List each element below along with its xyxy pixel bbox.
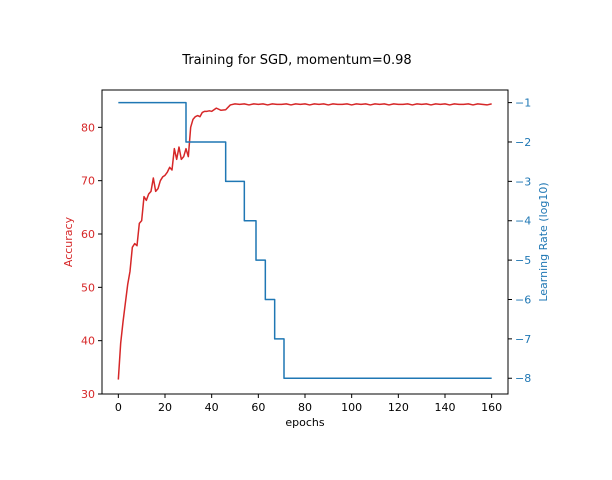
y-right-tick-label: −8 xyxy=(515,372,531,385)
x-axis-title: epochs xyxy=(285,416,324,429)
y-right-tick-label: −6 xyxy=(515,293,531,306)
x-tick-label: 60 xyxy=(251,401,265,414)
x-tick-label: 40 xyxy=(205,401,219,414)
x-axis: 0 20 40 60 80 100 120 140 160 xyxy=(115,394,502,414)
x-tick-label: 160 xyxy=(481,401,502,414)
y-right-tick-label: −4 xyxy=(515,215,531,228)
accuracy-series-line xyxy=(117,103,492,380)
y-axis-right: −1 −2 −3 −4 −5 −6 −7 −8 xyxy=(508,97,531,385)
x-tick-label: 80 xyxy=(298,401,312,414)
y-left-tick-label: 50 xyxy=(81,281,95,294)
y-right-tick-label: −2 xyxy=(515,136,531,149)
learning-rate-series-line xyxy=(118,101,492,379)
plot-frame xyxy=(101,89,509,395)
y-right-tick-label: −5 xyxy=(515,254,531,267)
y-left-tick-label: 30 xyxy=(81,388,95,401)
x-tick-label: 120 xyxy=(388,401,409,414)
y-right-tick-label: −1 xyxy=(515,97,531,110)
y-right-tick-label: −3 xyxy=(515,175,531,188)
x-tick-label: 20 xyxy=(158,401,172,414)
x-tick-label: 100 xyxy=(341,401,362,414)
x-tick-label: 0 xyxy=(115,401,122,414)
y-left-tick-label: 60 xyxy=(81,228,95,241)
y-axis-right-title: Learning Rate (log10) xyxy=(537,182,550,301)
y-left-tick-label: 70 xyxy=(81,175,95,188)
chart-title: Training for SGD, momentum=0.98 xyxy=(181,53,411,68)
y-right-tick-label: −7 xyxy=(515,333,531,346)
y-axis-left: 30 40 50 60 70 80 xyxy=(81,121,102,401)
y-axis-left-title: Accuracy xyxy=(62,216,75,267)
x-tick-label: 140 xyxy=(435,401,456,414)
plot-content xyxy=(117,101,492,380)
y-left-tick-label: 80 xyxy=(81,121,95,134)
y-left-tick-label: 40 xyxy=(81,335,95,348)
